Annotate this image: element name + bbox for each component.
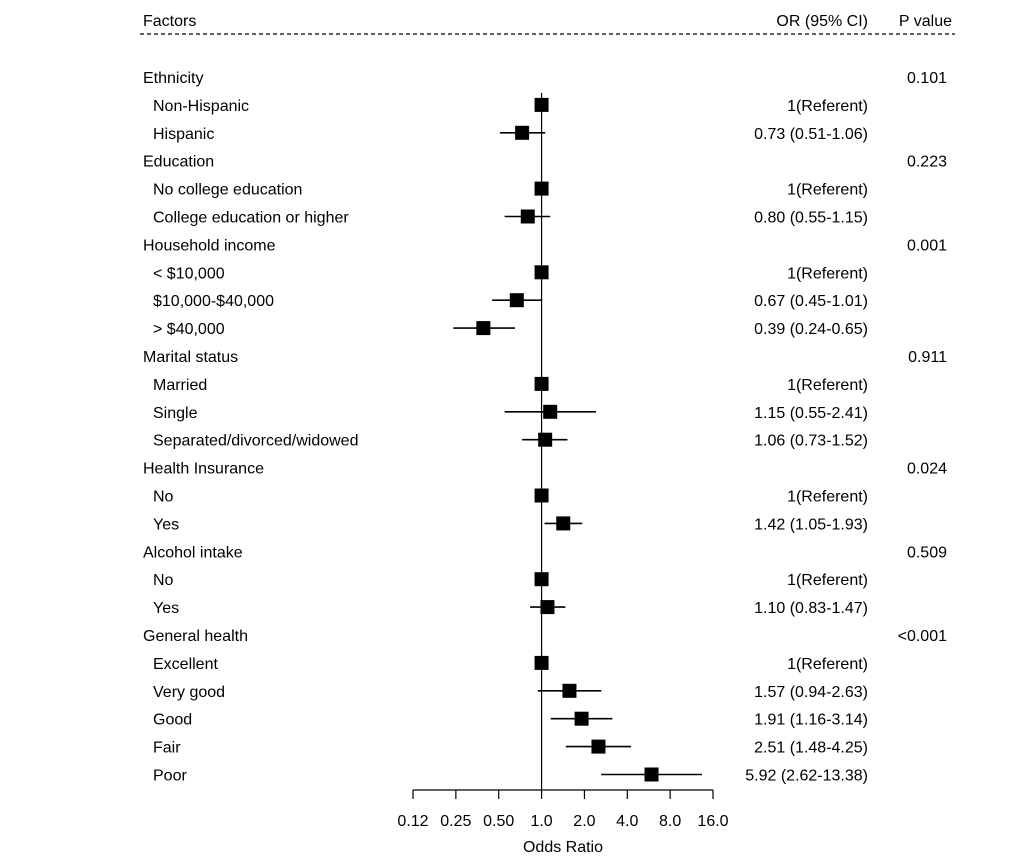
point-estimate-marker	[534, 572, 549, 587]
point-estimate-marker	[509, 293, 524, 308]
row-or-ci: 0.73 (0.51-1.06)	[754, 126, 868, 143]
group-label: Health Insurance	[143, 461, 264, 478]
row-label: Yes	[153, 600, 179, 617]
point-estimate-marker	[534, 181, 549, 196]
row-label: No college education	[153, 182, 302, 199]
row-or-ci: 0.80 (0.55-1.15)	[754, 210, 868, 227]
row-or-ci: 1(Referent)	[787, 656, 868, 673]
row-label: Hispanic	[153, 126, 214, 143]
row-or-ci: 1(Referent)	[787, 489, 868, 506]
group-label: Household income	[143, 237, 276, 254]
row-or-ci: 1(Referent)	[787, 572, 868, 589]
row-label: Excellent	[153, 656, 218, 673]
row-or-ci: 1(Referent)	[787, 377, 868, 394]
row-label: Married	[153, 377, 207, 394]
x-tick-label: 4.0	[616, 813, 638, 830]
group-p-value: 0.101	[907, 70, 947, 87]
group-p-value: 0.001	[907, 237, 947, 254]
point-estimate-marker	[520, 209, 535, 224]
point-estimate-marker	[540, 600, 555, 615]
point-estimate-marker	[476, 321, 491, 336]
row-or-ci: 1(Referent)	[787, 182, 868, 199]
or-column-header: OR (95% CI)	[776, 13, 868, 30]
row-label: Single	[153, 405, 198, 422]
group-label: Alcohol intake	[143, 544, 243, 561]
point-estimate-marker	[534, 488, 549, 503]
row-or-ci: 1(Referent)	[787, 98, 868, 115]
row-or-ci: 2.51 (1.48-4.25)	[754, 740, 868, 757]
row-label: Yes	[153, 516, 179, 533]
p-value-column-header: P value	[899, 13, 952, 30]
x-axis-label: Odds Ratio	[523, 839, 603, 856]
x-tick-label: 0.12	[397, 813, 428, 830]
row-or-ci: 0.39 (0.24-0.65)	[754, 321, 868, 338]
point-estimate-marker	[574, 711, 589, 726]
group-label: General health	[143, 628, 248, 645]
row-or-ci: 1.10 (0.83-1.47)	[754, 600, 868, 617]
row-label: Poor	[153, 768, 187, 785]
point-estimate-marker	[562, 683, 577, 698]
point-estimate-marker	[644, 767, 659, 782]
row-label: Separated/divorced/widowed	[153, 433, 358, 450]
row-or-ci: 1(Referent)	[787, 265, 868, 282]
row-label: Very good	[153, 684, 225, 701]
factors-column-header: Factors	[143, 13, 196, 30]
x-tick-label: 0.25	[440, 813, 471, 830]
x-tick-label: 0.50	[483, 813, 514, 830]
point-estimate-marker	[591, 739, 606, 754]
row-label: $10,000-$40,000	[153, 293, 274, 310]
group-p-value: 0.024	[907, 461, 947, 478]
row-label: < $10,000	[153, 265, 225, 282]
point-estimate-marker	[515, 125, 530, 140]
point-estimate-marker	[534, 376, 549, 391]
group-p-value: 0.509	[907, 544, 947, 561]
group-p-value: 0.223	[907, 154, 947, 171]
row-label: No	[153, 572, 174, 589]
row-or-ci: 1.42 (1.05-1.93)	[754, 516, 868, 533]
row-label: Non-Hispanic	[153, 98, 249, 115]
group-p-value: 0.911	[908, 349, 947, 366]
x-tick-label: 1.0	[530, 813, 552, 830]
row-or-ci: 5.92 (2.62-13.38)	[745, 768, 868, 785]
point-estimate-marker	[534, 265, 549, 280]
group-p-value: <0.001	[898, 628, 947, 645]
rows-layer: Ethnicity 0.101 Non-Hispanic 1(Referent) His…	[143, 70, 947, 790]
point-estimate-marker	[543, 404, 558, 419]
row-or-ci: 1.06 (0.73-1.52)	[754, 433, 868, 450]
row-label: No	[153, 489, 174, 506]
point-estimate-marker	[534, 655, 549, 670]
row-label: Fair	[153, 740, 181, 757]
point-estimate-marker	[538, 432, 553, 447]
group-label: Marital status	[143, 349, 238, 366]
row-label: Good	[153, 712, 192, 729]
x-tick-label: 2.0	[573, 813, 595, 830]
point-estimate-marker	[556, 516, 571, 531]
x-tick-label: 8.0	[659, 813, 681, 830]
row-or-ci: 0.67 (0.45-1.01)	[754, 293, 868, 310]
row-or-ci: 1.15 (0.55-2.41)	[754, 405, 868, 422]
x-axis: 0.12 0.25 0.50 1.0 2.0 4.0 8.0 16.0	[397, 789, 729, 830]
point-estimate-marker	[534, 97, 549, 112]
row-label: > $40,000	[153, 321, 225, 338]
row-or-ci: 1.91 (1.16-3.14)	[754, 712, 868, 729]
x-tick-label: 16.0	[697, 813, 728, 830]
group-label: Education	[143, 154, 214, 171]
row-or-ci: 1.57 (0.94-2.63)	[754, 684, 868, 701]
row-label: College education or higher	[153, 210, 349, 227]
group-label: Ethnicity	[143, 70, 203, 87]
